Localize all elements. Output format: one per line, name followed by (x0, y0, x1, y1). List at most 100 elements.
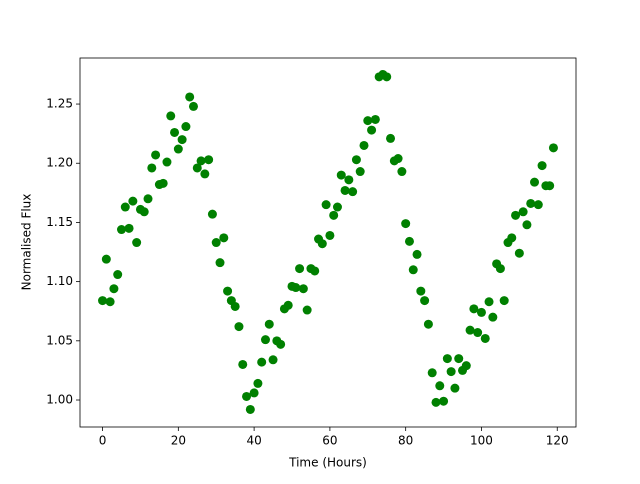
data-point (162, 157, 172, 167)
y-tick-label: 1.15 (46, 215, 73, 229)
data-point (499, 296, 509, 306)
x-tick-label: 60 (322, 434, 337, 448)
data-point (435, 381, 445, 391)
data-point (196, 156, 206, 166)
data-point (325, 230, 335, 240)
data-point (264, 319, 274, 329)
y-tick-label: 1.00 (46, 393, 73, 407)
data-point (147, 163, 157, 173)
data-point (408, 265, 418, 275)
data-point (151, 150, 161, 160)
x-tick-label: 0 (99, 434, 107, 448)
data-point (230, 301, 240, 311)
data-point (219, 233, 229, 243)
data-point (321, 200, 331, 210)
data-point (340, 185, 350, 195)
data-point (495, 264, 505, 274)
data-point (120, 202, 130, 212)
data-point (465, 325, 475, 335)
y-tick-label: 1.10 (46, 274, 73, 288)
data-point (124, 223, 134, 233)
data-point (105, 297, 115, 307)
data-point (98, 296, 108, 306)
data-point (234, 322, 244, 332)
data-point (166, 111, 176, 121)
data-point (476, 307, 486, 317)
data-point (530, 177, 540, 187)
x-tick-label: 80 (398, 434, 413, 448)
data-point (439, 396, 449, 406)
data-point (488, 312, 498, 322)
data-point (363, 116, 373, 126)
data-point (298, 284, 308, 294)
data-point (109, 284, 119, 294)
data-point (310, 266, 320, 276)
data-point (355, 167, 365, 177)
x-tick-label: 20 (171, 434, 186, 448)
data-point (173, 144, 183, 154)
x-axis-label: Time (Hours) (288, 456, 367, 470)
y-tick-label: 1.20 (46, 156, 73, 170)
data-point (537, 161, 547, 171)
data-point (211, 238, 221, 248)
data-point (143, 194, 153, 204)
data-point (242, 391, 252, 401)
data-point (329, 210, 339, 220)
data-point (442, 354, 452, 364)
data-point (548, 143, 558, 153)
data-point (351, 155, 361, 165)
data-point (522, 220, 532, 230)
data-point (416, 286, 426, 296)
data-point (370, 114, 380, 124)
data-point (533, 200, 543, 210)
data-point (192, 163, 202, 173)
data-point (461, 361, 471, 371)
data-point (386, 133, 396, 143)
data-point (404, 236, 414, 246)
data-point (223, 286, 233, 296)
data-point (245, 404, 255, 414)
data-point (450, 383, 460, 393)
data-point (511, 210, 521, 220)
data-point (446, 367, 456, 377)
data-point (260, 335, 270, 345)
data-point (276, 339, 286, 349)
data-point (431, 397, 441, 407)
data-point (393, 154, 403, 164)
data-point (317, 239, 327, 249)
data-point (484, 297, 494, 307)
data-point (518, 207, 528, 217)
data-point (113, 270, 123, 280)
data-point (359, 140, 369, 150)
data-point (101, 254, 111, 264)
data-point (526, 198, 536, 208)
data-point (507, 233, 517, 243)
data-point (367, 125, 377, 135)
data-point (514, 248, 524, 258)
data-point (412, 249, 422, 259)
data-point (344, 175, 354, 185)
x-tick-label: 100 (470, 434, 493, 448)
x-tick-label: 120 (546, 434, 569, 448)
data-point (268, 355, 278, 365)
y-tick-label: 1.05 (46, 333, 73, 347)
data-point (480, 333, 490, 343)
data-point (139, 207, 149, 217)
data-point (128, 196, 138, 206)
data-point (116, 225, 126, 235)
data-point (170, 127, 180, 137)
data-point (348, 187, 358, 197)
data-point (132, 238, 142, 248)
x-tick-label: 40 (246, 434, 261, 448)
data-point (238, 359, 248, 369)
data-point (207, 209, 217, 219)
data-point (454, 354, 464, 364)
data-point (215, 258, 225, 268)
data-point (302, 305, 312, 315)
data-point (469, 304, 479, 314)
data-point (185, 92, 195, 102)
data-point (473, 328, 483, 338)
data-point (158, 178, 168, 188)
data-point (283, 300, 293, 310)
